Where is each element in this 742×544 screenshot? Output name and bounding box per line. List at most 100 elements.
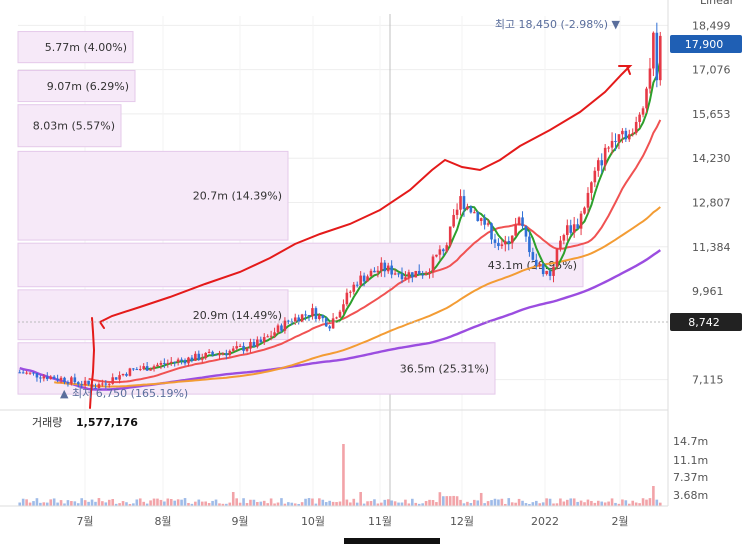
candle-body (559, 240, 562, 249)
candle-body (369, 270, 373, 277)
candle-body (476, 212, 480, 221)
volume-bar (187, 502, 190, 506)
candle-body (80, 384, 84, 386)
candle-body (373, 270, 376, 273)
volume-bar (321, 499, 325, 506)
volume-bar (314, 503, 318, 506)
volume-bar (231, 492, 235, 506)
candle-body (207, 351, 211, 353)
candle-body (52, 376, 56, 379)
candle-body (524, 226, 528, 237)
scroll-bar[interactable] (344, 538, 440, 544)
volume-bar (252, 499, 256, 506)
volume-bar (166, 498, 170, 506)
y-tick-label: 15,653 (692, 108, 731, 121)
candle-body (218, 353, 221, 356)
volume-bar (276, 502, 280, 506)
volume-bar (655, 499, 659, 506)
candle-body (517, 217, 521, 225)
candle-body (114, 377, 118, 380)
candle-body (338, 311, 342, 318)
volume-bar (101, 501, 104, 506)
candle-body (383, 262, 387, 272)
candle-body (362, 275, 366, 282)
volume-bar (80, 498, 84, 506)
candle-body (225, 353, 228, 356)
volume-bar (66, 500, 70, 506)
volume-bar (273, 503, 276, 506)
candle-body (345, 292, 349, 305)
candle-body (73, 377, 77, 383)
volume-bar (641, 498, 645, 506)
candle-body (297, 317, 300, 322)
volume-bar (555, 503, 559, 506)
candle-body (169, 361, 173, 363)
volume-bar (435, 502, 438, 506)
candle-body (190, 357, 194, 361)
candle-body (486, 223, 490, 225)
candle-body (435, 254, 438, 257)
volume-bar (145, 503, 149, 506)
candle-body (39, 377, 42, 379)
volume-bar (648, 498, 652, 506)
candle-body (76, 382, 80, 385)
candle-body (304, 314, 307, 316)
volume-bar (603, 502, 607, 506)
candle-body (145, 366, 149, 371)
volume-bar (87, 501, 90, 506)
overlay-labels: 최고 18,450 (-2.98%) ▼ ▲ 최저 6,750 (165.19%)… (18, 18, 742, 429)
volume-bar (479, 492, 483, 506)
candle-body (21, 372, 25, 374)
candle-body (545, 270, 548, 275)
candle-body (393, 273, 397, 275)
volume-bar (617, 503, 621, 506)
current-price: 17,900 (685, 38, 724, 51)
volume-bar (559, 498, 562, 506)
volume-bar (645, 499, 648, 506)
candle-body (655, 32, 659, 81)
volume-bar (142, 501, 146, 506)
candle-body (300, 314, 304, 322)
candle-body (262, 337, 266, 343)
volume-bar (152, 498, 156, 506)
volume-bar (280, 498, 283, 506)
candle-body (149, 369, 152, 371)
volume-bar (545, 498, 548, 506)
candle-body (366, 276, 369, 282)
volume-bar (534, 500, 538, 506)
x-tick-label: 9월 (231, 515, 248, 528)
volume-bar (200, 501, 204, 506)
candle-body (101, 383, 104, 385)
candle-body (569, 225, 573, 233)
volume-bar (235, 498, 238, 506)
volume-bar (404, 499, 407, 506)
volume-bar (269, 498, 273, 506)
volume-bar (562, 501, 566, 506)
volume-bar (621, 499, 624, 506)
candle-body (197, 353, 201, 360)
volume-bar (307, 498, 311, 506)
volume-bar (225, 503, 228, 506)
candle-body (259, 339, 263, 343)
candle-body (187, 357, 190, 364)
volume-bar (445, 496, 449, 506)
volume-bar (552, 503, 555, 506)
volume-bar (59, 500, 63, 506)
annotations (89, 65, 633, 409)
candle-body (132, 368, 135, 370)
candle-body (221, 353, 225, 355)
volume-bar (204, 501, 207, 506)
x-tick-label: 11월 (368, 515, 392, 528)
candle-body (200, 358, 204, 360)
candle-body (452, 214, 455, 227)
candle-body (276, 325, 280, 333)
volume-bar (521, 500, 524, 506)
candle-body (431, 256, 435, 273)
candle-body (204, 352, 207, 359)
candle-body (507, 240, 511, 244)
volume-label: 거래량 (32, 416, 62, 429)
volume-bar (214, 499, 218, 506)
candle-body (242, 345, 245, 351)
volume-bar (63, 503, 66, 506)
